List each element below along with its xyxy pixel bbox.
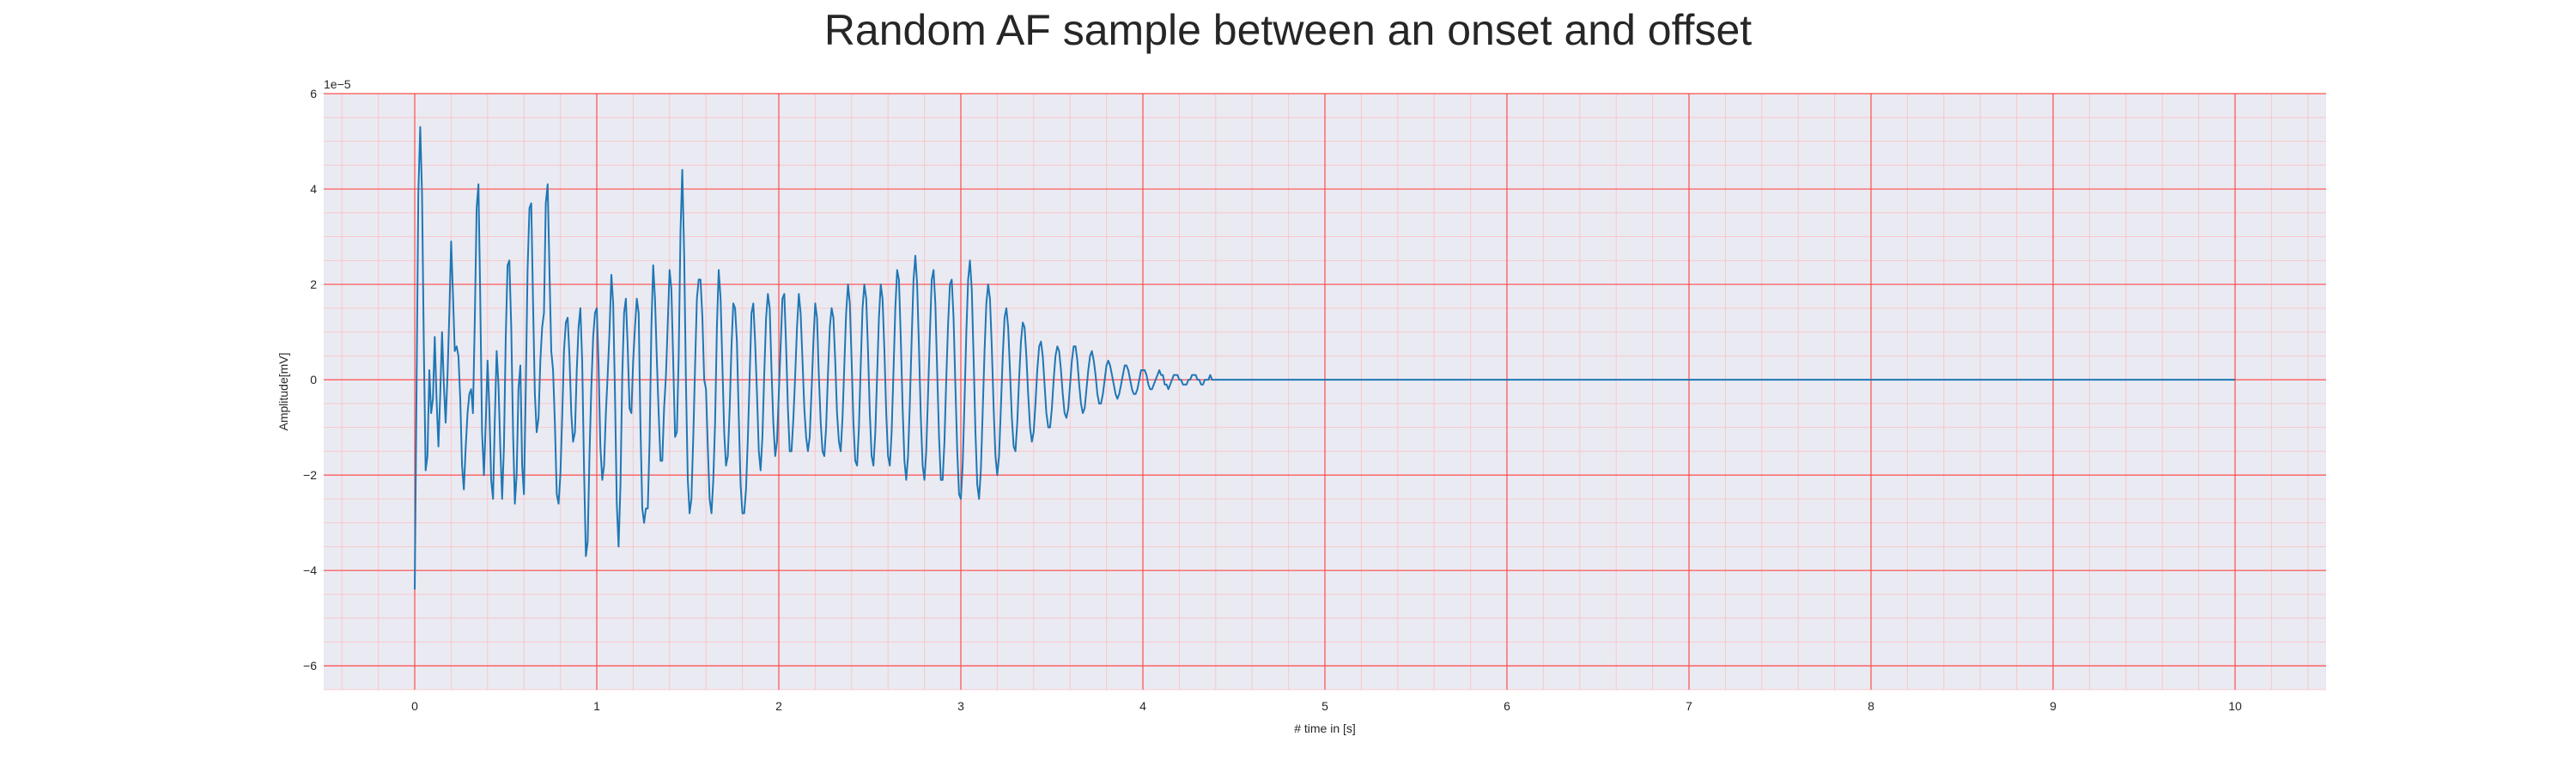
- x-tick-label: 9: [2050, 699, 2057, 713]
- x-tick-label: 3: [957, 699, 964, 713]
- y-tick-label: 6: [310, 87, 317, 100]
- x-tick-label: 8: [1868, 699, 1874, 713]
- x-tick-label: 2: [775, 699, 782, 713]
- y-tick-label: 0: [310, 373, 317, 386]
- x-tick-label: 10: [2228, 699, 2242, 713]
- x-tick-label: 5: [1321, 699, 1328, 713]
- x-tick-label: 4: [1139, 699, 1146, 713]
- y-tick-label: −4: [303, 563, 317, 577]
- x-tick-label: 7: [1686, 699, 1692, 713]
- x-tick-label: 1: [593, 699, 600, 713]
- y-tick-label: −2: [303, 468, 317, 482]
- x-tick-label: 0: [411, 699, 418, 713]
- y-axis-label: Amplitude[mV]: [276, 352, 290, 430]
- x-axis-label: # time in [s]: [1294, 721, 1356, 735]
- y-tick-label: 2: [310, 277, 317, 291]
- y-tick-label: −6: [303, 659, 317, 673]
- y-offset-label: 1e−5: [324, 77, 351, 91]
- y-tick-label: 4: [310, 182, 317, 196]
- x-tick-label: 6: [1504, 699, 1510, 713]
